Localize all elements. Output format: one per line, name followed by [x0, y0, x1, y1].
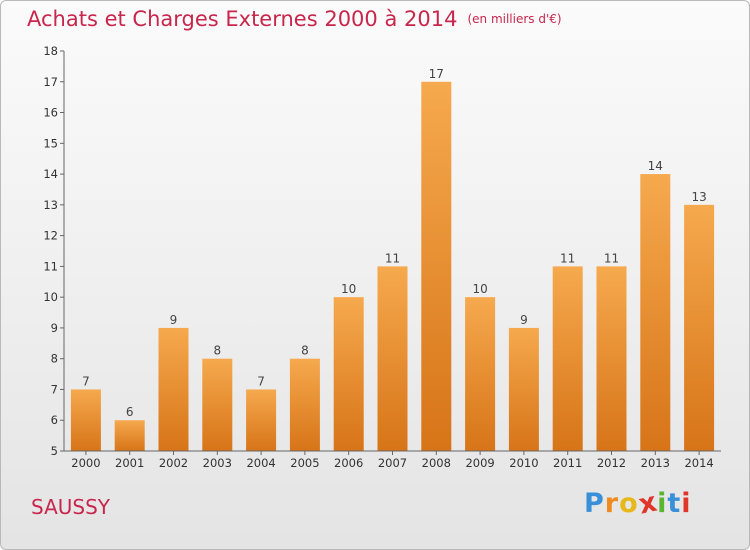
x-tick-label-2004: 2004 [246, 456, 275, 470]
x-tick-label-2005: 2005 [290, 456, 319, 470]
data-label-2011: 11 [560, 251, 575, 265]
data-label-2002: 9 [170, 313, 178, 327]
x-tick-label-2013: 2013 [641, 456, 670, 470]
y-tick-label-14: 14 [43, 167, 58, 181]
bar-2003 [202, 358, 233, 451]
y-tick-label-10: 10 [43, 290, 58, 304]
data-label-2012: 11 [604, 251, 619, 265]
bar-2007 [377, 266, 408, 451]
x-tick-label-2014: 2014 [684, 456, 713, 470]
y-tick-label-8: 8 [51, 352, 58, 366]
y-tick-label-18: 18 [43, 44, 58, 58]
y-tick-label-13: 13 [43, 198, 58, 212]
y-tick-label-15: 15 [43, 136, 58, 150]
x-tick-label-2001: 2001 [115, 456, 144, 470]
logo-letter: r [604, 488, 620, 519]
data-label-2004: 7 [257, 374, 265, 388]
bar-2014 [684, 204, 715, 451]
place-name: SAUSSY [31, 495, 110, 519]
x-tick-label-2009: 2009 [465, 456, 494, 470]
data-label-2014: 13 [691, 190, 706, 204]
bar-2002 [158, 327, 189, 451]
bar-2009 [465, 297, 496, 451]
x-tick-label-2002: 2002 [159, 456, 188, 470]
data-label-2007: 11 [385, 251, 400, 265]
data-label-2009: 10 [472, 282, 487, 296]
x-tick-label-2012: 2012 [597, 456, 626, 470]
logo-letter: i [681, 488, 692, 519]
bars-group: 7 6 9 8 7 8 10 11 17 10 9 11 11 14 13 [70, 67, 715, 452]
bar-2006 [333, 297, 364, 451]
data-label-2000: 7 [82, 374, 90, 388]
bar-2013 [640, 174, 671, 452]
x-tick-label-2008: 2008 [422, 456, 451, 470]
logo-letter: P [584, 488, 605, 519]
bar-2001 [114, 420, 145, 451]
x-tick-label-2006: 2006 [334, 456, 363, 470]
bar-2004 [246, 389, 277, 451]
logo-letter: t [667, 488, 682, 519]
logo-letter: i [657, 488, 668, 519]
y-tick-label-16: 16 [43, 106, 58, 120]
y-tick-label-12: 12 [43, 229, 58, 243]
y-tick-label-5: 5 [51, 444, 58, 458]
data-label-2013: 14 [648, 159, 663, 173]
x-tick-label-2000: 2000 [71, 456, 100, 470]
bar-2012 [596, 266, 627, 451]
logo-letter: o [619, 488, 639, 519]
y-tick-label-9: 9 [51, 321, 58, 335]
chart-title: Achats et Charges Externes 2000 à 2014 (e… [27, 7, 562, 31]
data-label-2006: 10 [341, 282, 356, 296]
x-tick-label-2010: 2010 [509, 456, 538, 470]
data-label-2008: 17 [429, 67, 444, 81]
y-tick-label-7: 7 [51, 382, 58, 396]
chart-title-text: Achats et Charges Externes 2000 à 2014 [27, 7, 458, 31]
bar-2008 [421, 81, 452, 452]
bar-2011 [552, 266, 583, 451]
x-tick-label-2011: 2011 [553, 456, 582, 470]
x-tick-label-2003: 2003 [203, 456, 232, 470]
chart-subtitle: (en milliers d'€) [467, 12, 562, 26]
bar-2005 [289, 358, 320, 451]
bar-2000 [70, 389, 101, 451]
x-tick-label-2007: 2007 [378, 456, 407, 470]
data-label-2010: 9 [520, 313, 528, 327]
bar-2010 [508, 327, 539, 451]
y-tick-label-6: 6 [51, 413, 58, 427]
proxiti-logo: Proxiti [584, 486, 692, 520]
axes-group: 2000 2001 2002 2003 2004 2005 2006 2007 2008 2009… [43, 44, 721, 470]
data-label-2003: 8 [213, 344, 221, 358]
y-tick-label-11: 11 [43, 259, 58, 273]
data-label-2001: 6 [126, 405, 134, 419]
data-label-2005: 8 [301, 344, 309, 358]
y-tick-label-17: 17 [43, 75, 58, 89]
